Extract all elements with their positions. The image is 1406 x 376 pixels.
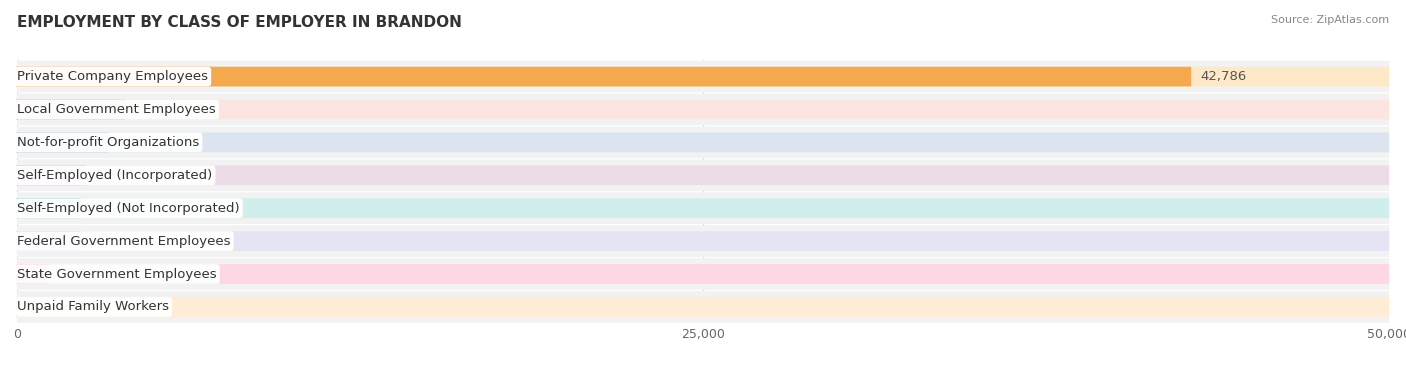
FancyBboxPatch shape	[17, 264, 1389, 284]
FancyBboxPatch shape	[17, 61, 1389, 92]
Text: 3,336: 3,336	[118, 136, 156, 149]
FancyBboxPatch shape	[17, 199, 1389, 218]
Text: 2,323: 2,323	[90, 202, 128, 215]
Text: 0: 0	[27, 300, 35, 314]
FancyBboxPatch shape	[17, 94, 1389, 125]
FancyBboxPatch shape	[17, 67, 1191, 86]
FancyBboxPatch shape	[17, 231, 1389, 251]
Text: Self-Employed (Not Incorporated): Self-Employed (Not Incorporated)	[17, 202, 239, 215]
Text: Source: ZipAtlas.com: Source: ZipAtlas.com	[1271, 15, 1389, 25]
FancyBboxPatch shape	[17, 297, 1389, 317]
Text: Not-for-profit Organizations: Not-for-profit Organizations	[17, 136, 200, 149]
Text: 42,786: 42,786	[1201, 70, 1247, 83]
FancyBboxPatch shape	[17, 258, 1389, 290]
FancyBboxPatch shape	[17, 133, 1389, 152]
FancyBboxPatch shape	[17, 159, 1389, 191]
Text: Unpaid Family Workers: Unpaid Family Workers	[17, 300, 169, 314]
FancyBboxPatch shape	[17, 199, 80, 218]
FancyBboxPatch shape	[17, 165, 86, 185]
Text: Self-Employed (Incorporated): Self-Employed (Incorporated)	[17, 169, 212, 182]
FancyBboxPatch shape	[17, 127, 1389, 158]
FancyBboxPatch shape	[17, 133, 108, 152]
FancyBboxPatch shape	[17, 231, 80, 251]
Text: State Government Employees: State Government Employees	[17, 267, 217, 280]
FancyBboxPatch shape	[17, 264, 49, 284]
FancyBboxPatch shape	[17, 100, 125, 120]
FancyBboxPatch shape	[17, 67, 1389, 86]
FancyBboxPatch shape	[17, 100, 1389, 120]
FancyBboxPatch shape	[17, 225, 1389, 257]
Text: Local Government Employees: Local Government Employees	[17, 103, 215, 116]
FancyBboxPatch shape	[17, 291, 1389, 323]
Text: Federal Government Employees: Federal Government Employees	[17, 235, 231, 248]
Text: 2,317: 2,317	[90, 235, 128, 248]
Text: Private Company Employees: Private Company Employees	[17, 70, 208, 83]
FancyBboxPatch shape	[17, 193, 1389, 224]
Text: EMPLOYMENT BY CLASS OF EMPLOYER IN BRANDON: EMPLOYMENT BY CLASS OF EMPLOYER IN BRAND…	[17, 15, 461, 30]
Text: 2,518: 2,518	[96, 169, 134, 182]
FancyBboxPatch shape	[17, 165, 1389, 185]
Text: 1,177: 1,177	[59, 267, 97, 280]
Text: 3,953: 3,953	[135, 103, 173, 116]
